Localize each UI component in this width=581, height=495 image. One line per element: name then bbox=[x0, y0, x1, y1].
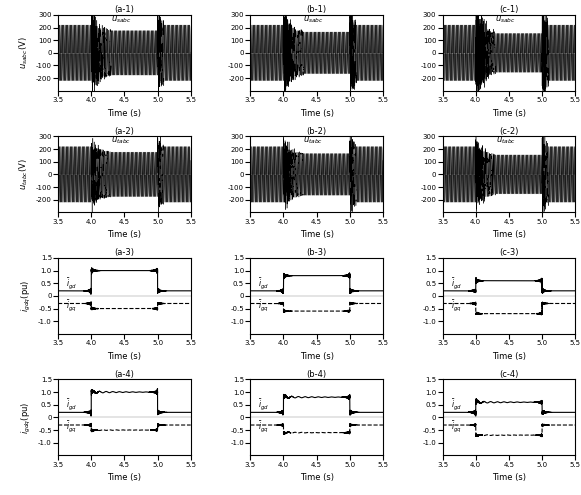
Text: $u_{tabc}$: $u_{tabc}$ bbox=[111, 136, 131, 146]
Title: (a-2): (a-2) bbox=[114, 127, 134, 136]
X-axis label: Time (s): Time (s) bbox=[492, 351, 526, 361]
Text: $\bar{i}_{gd}$: $\bar{i}_{gd}$ bbox=[450, 276, 461, 291]
Title: (b-1): (b-1) bbox=[307, 5, 327, 14]
X-axis label: Time (s): Time (s) bbox=[492, 108, 526, 118]
Text: $\bar{i}_{gq}$: $\bar{i}_{gq}$ bbox=[259, 419, 269, 434]
Y-axis label: $i_{gdq}$(pu): $i_{gdq}$(pu) bbox=[19, 401, 33, 434]
Text: $u_{tabc}$: $u_{tabc}$ bbox=[303, 136, 324, 146]
X-axis label: Time (s): Time (s) bbox=[492, 473, 526, 482]
Text: $u_{tabc}$: $u_{tabc}$ bbox=[496, 136, 515, 146]
Text: $\bar{i}_{gd}$: $\bar{i}_{gd}$ bbox=[66, 276, 77, 291]
Title: (c-2): (c-2) bbox=[499, 127, 519, 136]
Text: $u_{sabc}$: $u_{sabc}$ bbox=[303, 14, 324, 25]
X-axis label: Time (s): Time (s) bbox=[492, 230, 526, 239]
Title: (b-3): (b-3) bbox=[307, 248, 327, 257]
X-axis label: Time (s): Time (s) bbox=[300, 108, 333, 118]
Title: (b-4): (b-4) bbox=[307, 370, 327, 379]
Title: (a-1): (a-1) bbox=[114, 5, 134, 14]
X-axis label: Time (s): Time (s) bbox=[107, 230, 141, 239]
X-axis label: Time (s): Time (s) bbox=[300, 230, 333, 239]
Title: (c-4): (c-4) bbox=[499, 370, 519, 379]
Y-axis label: $i_{gdq}$(pu): $i_{gdq}$(pu) bbox=[19, 280, 33, 312]
Y-axis label: $u_{tabc}$(V): $u_{tabc}$(V) bbox=[18, 158, 30, 191]
Text: $\bar{i}_{gq}$: $\bar{i}_{gq}$ bbox=[450, 297, 461, 312]
Text: $\bar{i}_{gq}$: $\bar{i}_{gq}$ bbox=[66, 297, 77, 312]
Title: (b-2): (b-2) bbox=[307, 127, 327, 136]
Text: $\bar{i}_{gq}$: $\bar{i}_{gq}$ bbox=[450, 419, 461, 434]
Title: (a-3): (a-3) bbox=[114, 248, 134, 257]
Title: (c-1): (c-1) bbox=[499, 5, 519, 14]
Text: $\bar{i}_{gd}$: $\bar{i}_{gd}$ bbox=[66, 397, 77, 412]
Y-axis label: $u_{sabc}$(V): $u_{sabc}$(V) bbox=[18, 37, 30, 69]
X-axis label: Time (s): Time (s) bbox=[107, 108, 141, 118]
Text: $u_{sabc}$: $u_{sabc}$ bbox=[495, 14, 516, 25]
X-axis label: Time (s): Time (s) bbox=[300, 473, 333, 482]
Text: $\bar{i}_{gd}$: $\bar{i}_{gd}$ bbox=[259, 276, 270, 291]
X-axis label: Time (s): Time (s) bbox=[300, 351, 333, 361]
Text: $\bar{i}_{gd}$: $\bar{i}_{gd}$ bbox=[450, 397, 461, 412]
X-axis label: Time (s): Time (s) bbox=[107, 351, 141, 361]
Text: $\bar{i}_{gq}$: $\bar{i}_{gq}$ bbox=[66, 419, 77, 434]
Title: (c-3): (c-3) bbox=[499, 248, 519, 257]
Title: (a-4): (a-4) bbox=[114, 370, 134, 379]
Text: $\bar{i}_{gq}$: $\bar{i}_{gq}$ bbox=[259, 297, 269, 312]
Text: $u_{sabc}$: $u_{sabc}$ bbox=[110, 14, 131, 25]
Text: $\bar{i}_{gd}$: $\bar{i}_{gd}$ bbox=[259, 397, 270, 412]
X-axis label: Time (s): Time (s) bbox=[107, 473, 141, 482]
